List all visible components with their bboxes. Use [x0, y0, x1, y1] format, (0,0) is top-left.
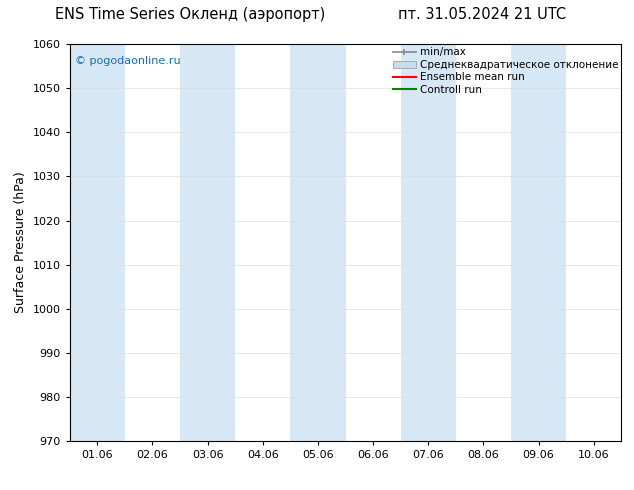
Bar [511, 44, 566, 441]
Text: пт. 31.05.2024 21 UTC: пт. 31.05.2024 21 UTC [398, 7, 566, 22]
Bar [180, 44, 235, 441]
Bar [290, 44, 346, 441]
Text: © pogodaonline.ru: © pogodaonline.ru [75, 56, 181, 66]
Legend: min/max, Среднеквадратическое отклонение, Ensemble mean run, Controll run: min/max, Среднеквадратическое отклонение… [392, 47, 618, 95]
Bar [401, 44, 456, 441]
Y-axis label: Surface Pressure (hPa): Surface Pressure (hPa) [14, 172, 27, 314]
Text: ENS Time Series Окленд (аэропорт): ENS Time Series Окленд (аэропорт) [55, 7, 325, 22]
Bar [70, 44, 125, 441]
